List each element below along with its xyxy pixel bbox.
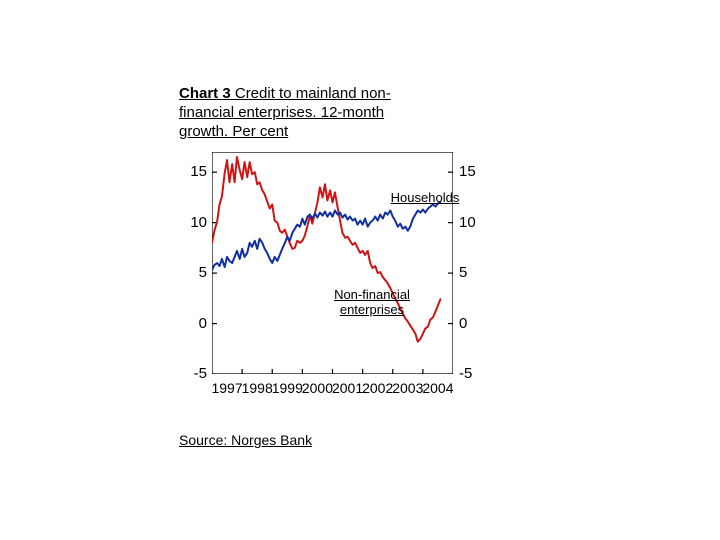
x-tick: 2004: [421, 380, 455, 396]
chart-area: -5-5005510101515199719981999200020012002…: [179, 152, 453, 408]
y-tick-left: -5: [179, 365, 207, 382]
y-tick-left: 15: [179, 163, 207, 180]
series-svg: [212, 152, 453, 374]
y-tick-left: 0: [179, 315, 207, 332]
x-tick: 2002: [361, 380, 395, 396]
x-tick: 1998: [240, 380, 274, 396]
y-tick-right: 15: [459, 163, 487, 180]
y-tick-right: 5: [459, 264, 487, 281]
x-tick: 2003: [391, 380, 425, 396]
x-tick: 1999: [270, 380, 304, 396]
y-tick-right: -5: [459, 365, 487, 382]
x-tick: 2000: [300, 380, 334, 396]
y-tick-right: 10: [459, 214, 487, 231]
plot-frame: [212, 152, 453, 374]
x-tick: 2001: [331, 380, 365, 396]
label-non-financial-enterprises: Non-financial enterprises: [322, 287, 422, 317]
source-text: Source: Norges Bank: [179, 432, 312, 448]
chart-title-lead: Chart 3: [179, 85, 231, 102]
label-households: Households: [380, 190, 470, 205]
x-tick: 1997: [210, 380, 244, 396]
y-tick-right: 0: [459, 315, 487, 332]
y-tick-left: 5: [179, 264, 207, 281]
page: Chart 3 Credit to mainland non-financial…: [0, 0, 720, 540]
chart-title: Chart 3 Credit to mainland non-financial…: [179, 84, 409, 141]
y-tick-left: 10: [179, 214, 207, 231]
